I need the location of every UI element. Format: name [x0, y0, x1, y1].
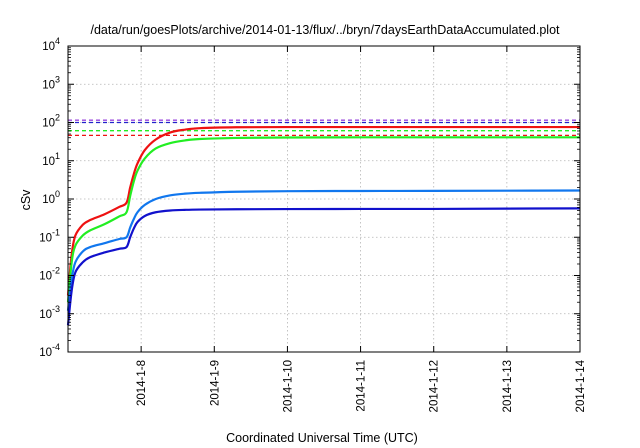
y-tick-label: 101 [42, 151, 60, 168]
x-tick-label: 2014-1-14 [575, 359, 587, 412]
x-tick-label: 2014-1-9 [209, 360, 221, 406]
grid [68, 46, 580, 352]
ticks [68, 45, 581, 353]
y-tick-label: 10-2 [39, 266, 60, 283]
y-tick-label: 10-4 [39, 342, 60, 359]
x-axis-label: Coordinated Universal Time (UTC) [226, 431, 418, 445]
y-tick-label: 104 [42, 36, 60, 53]
reference-lines [68, 119, 580, 137]
y-axis-label: cSv [19, 189, 33, 211]
series-line [66, 136, 580, 303]
y-tick-label: 103 [42, 74, 60, 91]
y-tick-label: 100 [42, 189, 60, 206]
x-tick-label: 2014-1-13 [502, 360, 514, 412]
series-line [66, 125, 580, 296]
series-line [66, 189, 581, 311]
series-lines [66, 125, 581, 326]
series-line [66, 207, 581, 326]
x-tick-label: 2014-1-12 [429, 360, 441, 412]
y-tick-label: 10-3 [39, 304, 60, 321]
x-tick-label: 2014-1-10 [282, 360, 294, 412]
x-tick-label: 2014-1-8 [136, 360, 148, 406]
chart-title: /data/run/goesPlots/archive/2014-01-13/f… [90, 23, 560, 37]
y-tick-label: 102 [42, 113, 60, 130]
x-tick-labels: 2014-1-8 2014-1-9 2014-1-10 2014-1-11 2014-1… [136, 359, 587, 412]
y-tick-labels: 10-4 10-3 10-2 10-1 100 101 102 103 104 [39, 36, 60, 359]
y-tick-label: 10-1 [39, 227, 60, 244]
x-tick-label: 2014-1-11 [356, 360, 368, 412]
